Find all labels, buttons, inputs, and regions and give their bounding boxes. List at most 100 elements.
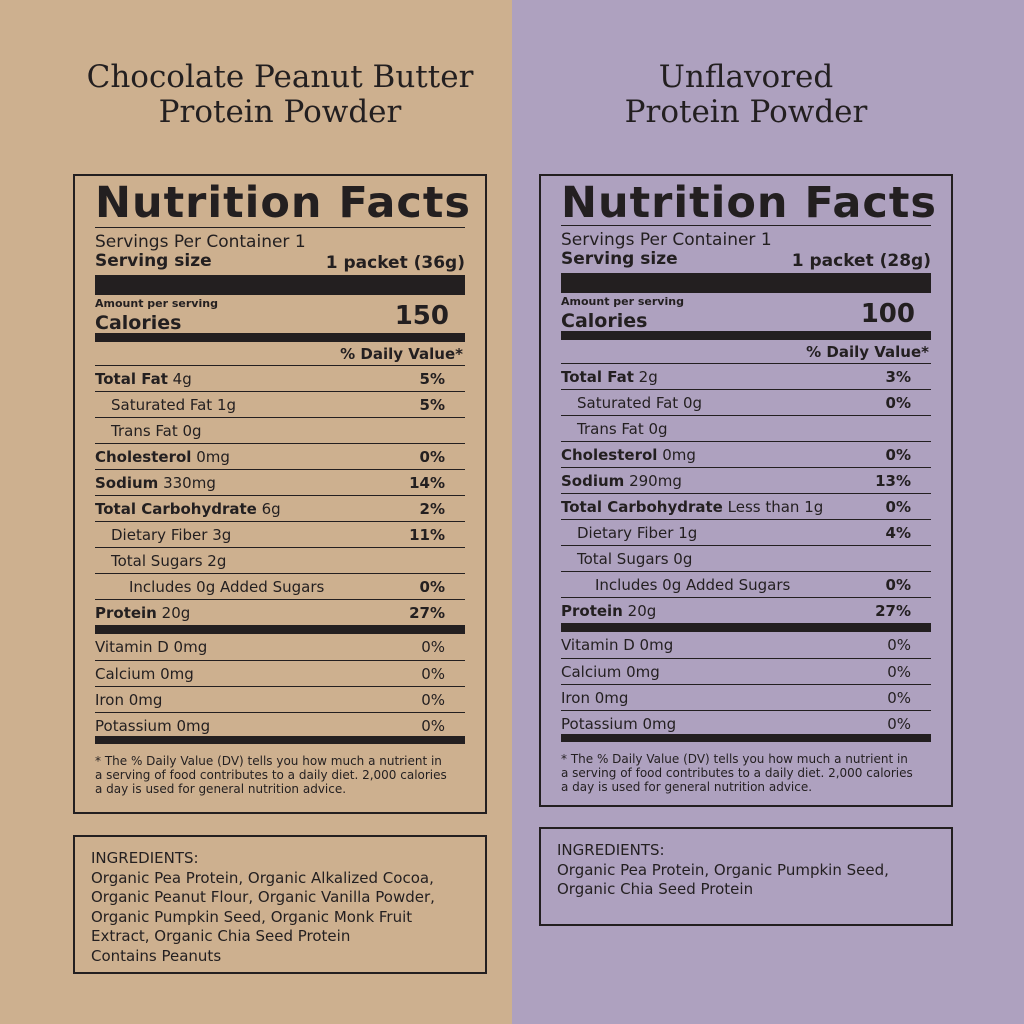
vitamin-dv: 0% [887, 715, 911, 733]
medium-divider [561, 623, 931, 632]
thick-divider [95, 275, 465, 295]
vitamin-name: Vitamin D 0mg [95, 638, 208, 656]
vitamin-name: Vitamin D 0mg [561, 636, 674, 654]
medium-divider [561, 331, 931, 340]
ingredients-box: INGREDIENTS: Organic Pea Protein, Organi… [539, 827, 953, 926]
product-title-line: Chocolate Peanut Butter [86, 59, 474, 95]
vitamin-name: Iron 0mg [561, 689, 629, 707]
nutrient-name: Protein 20g [95, 604, 191, 622]
vitamin-dv: 0% [421, 691, 445, 709]
nutrient-row: Sodium 330mg 14% [95, 469, 465, 495]
nutrient-row: Total Carbohydrate Less than 1g 0% [561, 493, 931, 519]
daily-value-header: % Daily Value* [340, 345, 463, 363]
calories-value: 100 [860, 299, 915, 329]
chocolate-panel [0, 0, 512, 1024]
serving-size-value: 1 packet (36g) [325, 253, 465, 273]
nutrient-dv: 0% [419, 448, 445, 466]
nutrient-name: Saturated Fat 1g [111, 396, 237, 414]
nutrient-dv: 4% [885, 524, 911, 542]
vitamin-dv: 0% [887, 689, 911, 707]
product-title: Unflavored Protein Powder [512, 60, 980, 130]
vitamin-row: Vitamin D 0mg 0% [561, 632, 931, 658]
nutrition-facts-heading: Nutrition Facts [95, 178, 472, 228]
vitamin-row: Iron 0mg 0% [561, 684, 931, 710]
nutrient-name: Trans Fat 0g [111, 422, 202, 440]
footnote-line: * The % Daily Value (DV) tells you how m… [561, 752, 908, 766]
product-title-line: Protein Powder [158, 94, 402, 130]
nutrient-row: Protein 20g 27% [561, 597, 931, 623]
vitamin-name: Calcium 0mg [95, 665, 194, 683]
nutrient-dv: 3% [885, 368, 911, 386]
medium-divider [95, 333, 465, 342]
nutrient-row: Includes 0g Added Sugars 0% [95, 573, 465, 599]
vitamin-name: Potassium 0mg [561, 715, 677, 733]
nutrition-facts-heading: Nutrition Facts [561, 178, 938, 228]
ingredients-heading: INGREDIENTS: [557, 841, 665, 859]
nutrient-dv: 0% [885, 498, 911, 516]
divider [95, 227, 465, 228]
nutrient-row: Total Carbohydrate 6g 2% [95, 495, 465, 521]
nutrient-dv: 0% [885, 394, 911, 412]
nutrient-dv: 5% [419, 370, 445, 388]
nutrient-row: Total Sugars 2g [95, 547, 465, 573]
nutrient-row: Trans Fat 0g [561, 415, 931, 441]
amount-per-serving: Amount per serving [561, 295, 684, 308]
nutrient-row: Trans Fat 0g [95, 417, 465, 443]
daily-value-header: % Daily Value* [806, 343, 929, 361]
vitamin-row: Potassium 0mg 0% [95, 712, 465, 738]
nutrient-name: Includes 0g Added Sugars [129, 578, 325, 596]
calories-label: Calories [95, 312, 182, 334]
vitamin-dv: 0% [421, 665, 445, 683]
footnote-line: * The % Daily Value (DV) tells you how m… [95, 754, 442, 768]
nutrient-dv: 0% [885, 576, 911, 594]
nutrient-row: Includes 0g Added Sugars 0% [561, 571, 931, 597]
ingredients-line: Contains Peanuts [91, 946, 222, 965]
nutrient-name: Total Carbohydrate Less than 1g [561, 498, 824, 516]
nutrient-dv: 5% [419, 396, 445, 414]
ingredients-line: Organic Peanut Flour, Organic Vanilla Po… [91, 888, 435, 906]
vitamin-dv: 0% [421, 717, 445, 735]
nutrition-facts-label: Nutrition Facts Servings Per Container 1… [73, 174, 487, 814]
nutrient-name: Total Carbohydrate 6g [95, 500, 281, 518]
footnote: * The % Daily Value (DV) tells you how m… [561, 752, 931, 794]
nutrient-dv: 0% [419, 578, 445, 596]
vitamin-name: Iron 0mg [95, 691, 163, 709]
calories-value: 150 [394, 301, 449, 331]
serving-size-label: Serving size [95, 251, 212, 271]
vitamin-row: Calcium 0mg 0% [561, 658, 931, 684]
ingredients-line: Organic Pea Protein, Organic Alkalized C… [91, 868, 434, 887]
calories-label: Calories [561, 310, 648, 332]
product-title-line: Unflavored [658, 59, 834, 95]
product-title-line: Protein Powder [624, 94, 868, 130]
footnote-line: a serving of food contributes to a daily… [95, 768, 447, 782]
vitamin-name: Potassium 0mg [95, 717, 211, 735]
serving-size-value: 1 packet (28g) [791, 251, 931, 271]
ingredients-line: Extract, Organic Chia Seed Protein [91, 927, 351, 945]
vitamin-row: Vitamin D 0mg 0% [95, 634, 465, 660]
nutrient-row: Protein 20g 27% [95, 599, 465, 625]
nutrient-name: Cholesterol 0mg [95, 448, 230, 466]
nutrient-row: Dietary Fiber 1g 4% [561, 519, 931, 545]
nutrition-facts-label: Nutrition Facts Servings Per Container 1… [539, 174, 953, 807]
nutrient-row: Saturated Fat 0g 0% [561, 389, 931, 415]
nutrient-dv: 11% [409, 526, 445, 544]
nutrient-row: Dietary Fiber 3g 11% [95, 521, 465, 547]
thick-divider [561, 273, 931, 293]
nutrient-name: Total Fat 2g [561, 368, 658, 386]
nutrient-name: Protein 20g [561, 602, 657, 620]
ingredients-heading: INGREDIENTS: [91, 849, 199, 867]
serving-size-label: Serving size [561, 249, 678, 269]
nutrient-name: Saturated Fat 0g [577, 394, 703, 412]
footnote-line: a day is used for general nutrition advi… [561, 780, 813, 794]
vitamin-row: Calcium 0mg 0% [95, 660, 465, 686]
nutrient-name: Total Fat 4g [95, 370, 192, 388]
nutrient-name: Total Sugars 0g [577, 550, 693, 568]
nutrient-dv: 14% [409, 474, 445, 492]
nutrient-row: Saturated Fat 1g 5% [95, 391, 465, 417]
nutrient-name: Cholesterol 0mg [561, 446, 696, 464]
divider [561, 225, 931, 226]
nutrient-row: Total Sugars 0g [561, 545, 931, 571]
nutrient-name: Dietary Fiber 3g [111, 526, 232, 544]
nutrient-row: Sodium 290mg 13% [561, 467, 931, 493]
footnote-line: a day is used for general nutrition advi… [95, 782, 347, 796]
